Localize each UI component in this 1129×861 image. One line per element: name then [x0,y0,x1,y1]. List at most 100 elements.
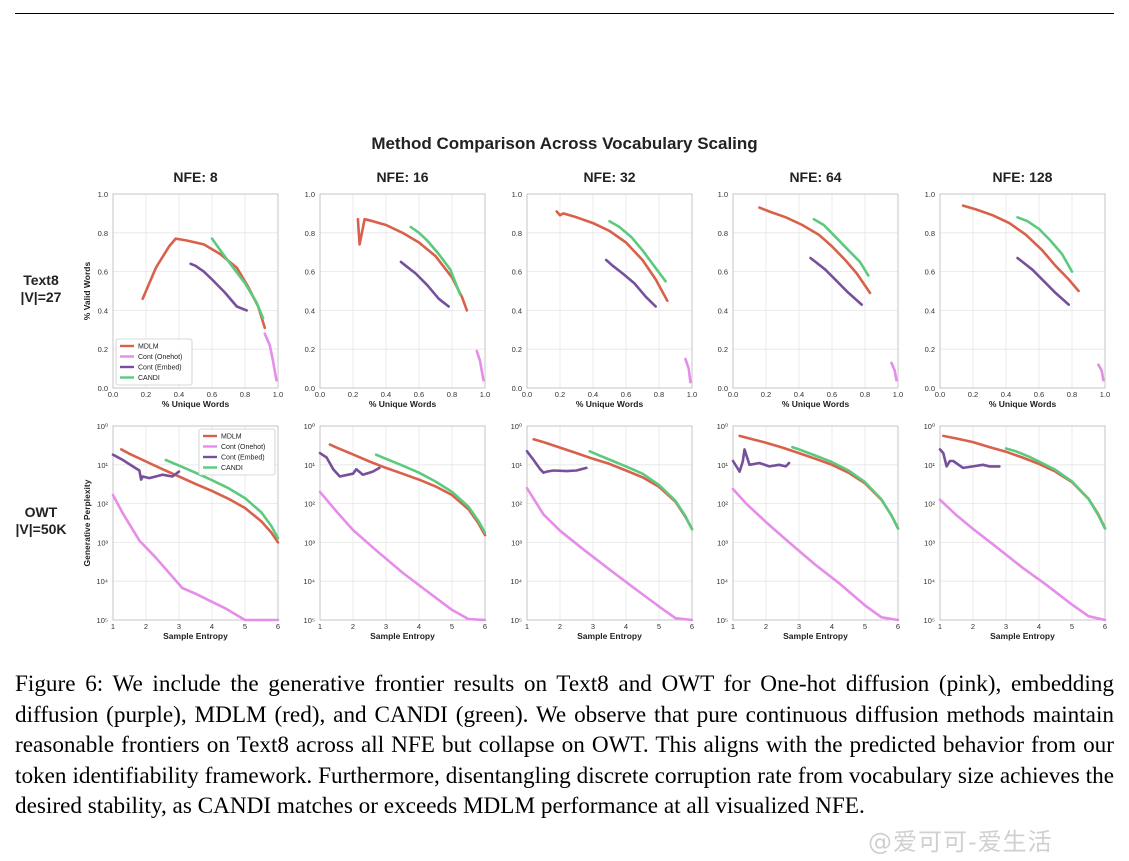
text8-v-27-nfe-0-y-tick-label: 1.0 [98,190,108,199]
text8-v-27-nfe-4-series-cont-onehot [1097,363,1105,382]
owt-v-50k-nfe-2-series-candi [588,449,694,531]
watermark: @爱可可-爱生活 [868,828,1053,856]
owt-v-50k-nfe-1-plot-frame [319,425,486,621]
text8-v-27-nfe-4-plot-frame [939,193,1106,389]
text8-v-27-nfe-0-series-cont-onehot [263,332,278,382]
owt-v-50k-nfe-0-x-axis-label: Sample Entropy [163,631,228,641]
text8-v-27-nfe-3-y-tick-label: 0.6 [718,268,728,277]
text8-v-27-nfe-4-x-tick-label: 0.6 [1034,390,1044,399]
text8-v-27-nfe-4-series-cont-embed [1016,256,1070,306]
row-label-owt-line2: |V|=50K [15,521,67,537]
owt-v-50k-nfe-4-x-axis-label: Sample Entropy [990,631,1055,641]
text8-v-27-nfe-2-x-tick-label: 1.0 [687,390,697,399]
owt-v-50k-nfe-0-legend-label-cont-onehot: Cont (Onehot) [221,444,265,451]
owt-v-50k-nfe-2-x-tick-label: 2 [558,622,562,631]
owt-v-50k-nfe-3-x-tick-label: 1 [731,622,735,631]
text8-v-27-nfe-3-x-tick-label: 0.8 [860,390,870,399]
row-label-owt-line1: OWT [24,504,58,520]
owt-v-50k-nfe-0-legend-label-candi: CANDI [221,465,243,472]
text8-v-27-nfe-2-y-tick-label: 1.0 [512,190,522,199]
text8-v-27-nfe-0-legend-label-cont-onehot: Cont (Onehot) [138,354,182,361]
text8-v-27-nfe-3-y-tick-label: 0.2 [718,345,728,354]
row-label-text8-line2: |V|=27 [20,289,62,305]
owt-v-50k-nfe-3-plot-frame [732,425,899,621]
owt-v-50k-nfe-4-x-tick-label: 4 [1037,622,1041,631]
owt-v-50k-nfe-0-y-tick-label: 10⁰ [97,422,108,431]
text8-v-27-nfe-0-y-tick-label: 0.2 [98,345,108,354]
owt-v-50k-nfe-1-x-tick-label: 5 [450,622,454,631]
owt-v-50k-nfe-1-x-tick-label: 3 [384,622,388,631]
owt-v-50k-nfe-3-y-tick-label: 10⁵ [717,616,728,625]
text8-v-27-nfe-3-y-tick-label: 0.4 [718,306,728,315]
owt-v-50k-nfe-4-series-cont-embed [938,448,1001,470]
panel-title-4: NFE: 128 [993,169,1053,185]
text8-v-27-nfe-2-x-tick-label: 0.6 [621,390,631,399]
owt-v-50k-nfe-3-series-cont-embed [731,448,791,473]
owt-v-50k-nfe-2-y-tick-label: 10³ [511,538,522,547]
owt-v-50k-nfe-1-x-tick-label: 6 [483,622,487,631]
text8-v-27-nfe-0-legend-box [115,338,193,386]
owt-v-50k-nfe-3-x-tick-label: 4 [830,622,834,631]
figure-title: Method Comparison Across Vocabulary Scal… [371,134,758,153]
owt-v-50k-nfe-4-series-mdlm [941,434,1107,530]
owt-v-50k-nfe-3-x-tick-label: 2 [764,622,768,631]
text8-v-27-nfe-0-legend-label-mdlm: MDLM [138,344,159,351]
text8-v-27-nfe-3-plot-frame [732,193,899,389]
owt-v-50k-nfe-1-series-mdlm [328,443,487,537]
owt-v-50k-nfe-0-x-tick-label: 5 [243,622,247,631]
owt-v-50k-nfe-4-y-tick-label: 10⁵ [924,616,935,625]
text8-v-27-nfe-4-x-tick-label: 1.0 [1100,390,1110,399]
owt-v-50k-nfe-1-y-tick-label: 10⁴ [303,577,315,586]
owt-v-50k-nfe-1-x-tick-label: 1 [318,622,322,631]
text8-v-27-nfe-0-y-tick-label: 0.6 [98,268,108,277]
owt-v-50k-nfe-0-x-tick-label: 3 [177,622,181,631]
text8-v-27-nfe-3-x-tick-label: 0.6 [827,390,837,399]
owt-v-50k-nfe-1-y-tick-label: 10⁵ [304,616,315,625]
owt-v-50k-nfe-1-y-tick-label: 10² [304,500,315,509]
text8-v-27-nfe-0-x-tick-label: 0.6 [207,390,217,399]
text8-v-27-nfe-2-series-cont-embed [604,258,658,308]
owt-v-50k-nfe-4-y-tick-label: 10² [924,500,935,509]
owt-v-50k-nfe-0-x-tick-label: 2 [144,622,148,631]
owt-v-50k-nfe-0-series-candi [164,458,280,540]
text8-v-27-nfe-0-y-tick-label: 0.8 [98,229,108,238]
text8-v-27-nfe-0-x-tick-label: 0.2 [141,390,151,399]
owt-v-50k-nfe-1-y-tick-label: 10³ [304,538,315,547]
text8-v-27-nfe-0-y-tick-label: 0.4 [98,306,108,315]
owt-v-50k-nfe-4-x-tick-label: 2 [971,622,975,631]
owt-v-50k-nfe-2-x-tick-label: 3 [591,622,595,631]
text8-v-27-nfe-0-y-tick-label: 0.0 [98,384,108,393]
text8-v-27-nfe-4-y-tick-label: 0.4 [925,306,935,315]
text8-v-27-nfe-0-legend-label-candi: CANDI [138,375,160,382]
text8-v-27-nfe-4-x-tick-label: 0.0 [935,390,945,399]
owt-v-50k-nfe-4-y-tick-label: 10³ [924,538,935,547]
text8-v-27-nfe-4-x-tick-label: 0.2 [968,390,978,399]
owt-v-50k-nfe-4-x-tick-label: 5 [1070,622,1074,631]
owt-v-50k-nfe-0-y-tick-label: 10² [97,500,108,509]
owt-v-50k-nfe-0-series-cont-onehot [111,493,280,622]
owt-v-50k-nfe-3-x-tick-label: 3 [797,622,801,631]
row-label-owt: OWT |V|=50K [11,504,71,538]
owt-v-50k-nfe-2-y-tick-label: 10¹ [511,461,522,470]
text8-v-27-nfe-0-series-cont-embed [189,262,248,312]
text8-v-27-nfe-4-x-axis-label: % Unique Words [989,399,1057,409]
owt-v-50k-nfe-1-series-cont-embed [318,451,381,478]
text8-v-27-nfe-1-y-tick-label: 0.6 [305,268,315,277]
text8-v-27-nfe-2-y-tick-label: 0.2 [512,345,522,354]
text8-v-27-nfe-4-y-tick-label: 0.0 [925,384,935,393]
owt-v-50k-nfe-0-legend-label-mdlm: MDLM [221,434,242,441]
owt-v-50k-nfe-2-x-tick-label: 4 [624,622,628,631]
text8-v-27-nfe-0-series-candi [210,237,265,320]
owt-v-50k-nfe-3-y-tick-label: 10⁰ [717,422,728,431]
figure-caption: Figure 6: We include the generative fron… [15,671,1114,819]
text8-v-27-nfe-2-y-tick-label: 0.0 [512,384,522,393]
owt-v-50k-nfe-1-series-cont-onehot [318,490,487,622]
text8-v-27-nfe-3-series-cont-embed [809,256,864,306]
text8-v-27-nfe-0-x-tick-label: 1.0 [273,390,283,399]
owt-v-50k-nfe-2-series-cont-onehot [525,486,694,622]
owt-v-50k-nfe-1-x-tick-label: 4 [417,622,421,631]
owt-v-50k-nfe-2-x-tick-label: 5 [657,622,661,631]
owt-v-50k-nfe-3-series-mdlm [738,434,900,530]
owt-v-50k-nfe-1-x-axis-label: Sample Entropy [370,631,435,641]
owt-v-50k-nfe-3-x-axis-label: Sample Entropy [783,631,848,641]
